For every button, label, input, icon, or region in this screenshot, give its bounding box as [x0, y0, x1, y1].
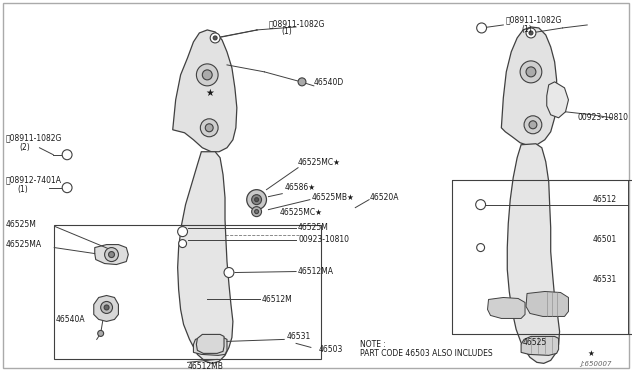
Text: Ⓝ08911-1082G: Ⓝ08911-1082G — [6, 133, 62, 142]
Text: 46501: 46501 — [592, 235, 616, 244]
Text: 46531: 46531 — [592, 275, 616, 284]
Text: 46520A: 46520A — [370, 193, 399, 202]
Text: 46512MB: 46512MB — [188, 362, 223, 371]
Circle shape — [477, 23, 486, 33]
Circle shape — [98, 330, 104, 336]
Text: 46540D: 46540D — [314, 78, 344, 87]
Polygon shape — [508, 144, 559, 363]
Text: (1): (1) — [281, 28, 292, 36]
Circle shape — [529, 121, 537, 129]
Text: ★: ★ — [206, 88, 214, 98]
Text: 46525MC★: 46525MC★ — [298, 158, 341, 167]
Circle shape — [200, 119, 218, 137]
Circle shape — [202, 70, 212, 80]
Polygon shape — [501, 27, 557, 146]
Text: 46525M: 46525M — [298, 223, 329, 232]
Circle shape — [247, 190, 266, 210]
Text: J:650007: J:650007 — [580, 361, 612, 368]
Circle shape — [529, 31, 533, 35]
Circle shape — [526, 28, 536, 38]
Polygon shape — [488, 298, 525, 318]
Circle shape — [476, 200, 486, 210]
Text: 00923-10810: 00923-10810 — [298, 235, 349, 244]
Text: 46525MA: 46525MA — [6, 240, 42, 249]
Text: (2): (2) — [20, 143, 31, 152]
Polygon shape — [193, 337, 227, 355]
Text: Ⓝ08912-7401A: Ⓝ08912-7401A — [6, 175, 62, 184]
Circle shape — [62, 183, 72, 193]
Circle shape — [213, 36, 217, 40]
Circle shape — [224, 267, 234, 278]
Circle shape — [477, 244, 484, 251]
Text: NOTE :: NOTE : — [360, 340, 386, 349]
Text: 46525MC★: 46525MC★ — [279, 208, 323, 217]
Polygon shape — [526, 292, 568, 317]
Text: 46525MB★: 46525MB★ — [312, 193, 355, 202]
Circle shape — [524, 116, 542, 134]
Polygon shape — [547, 82, 568, 118]
Text: 46525: 46525 — [523, 338, 547, 347]
Text: 46512M: 46512M — [262, 295, 292, 304]
Text: 46586★: 46586★ — [284, 183, 316, 192]
Circle shape — [255, 210, 259, 214]
Circle shape — [196, 64, 218, 86]
Circle shape — [298, 78, 306, 86]
Text: 46503: 46503 — [319, 345, 343, 354]
Polygon shape — [196, 334, 224, 353]
Circle shape — [109, 251, 115, 257]
Circle shape — [62, 150, 72, 160]
Polygon shape — [173, 30, 237, 152]
Bar — [54, 225, 321, 359]
Text: PART CODE 46503 ALSO INCLUDES: PART CODE 46503 ALSO INCLUDES — [360, 349, 493, 358]
Circle shape — [520, 61, 542, 83]
Text: 46540A: 46540A — [55, 315, 85, 324]
Bar — [452, 180, 640, 334]
Text: Ⓝ08911-1082G: Ⓝ08911-1082G — [268, 19, 325, 29]
Text: ★: ★ — [588, 349, 594, 358]
Circle shape — [252, 195, 262, 205]
Circle shape — [179, 240, 186, 248]
Text: Ⓝ08911-1082G: Ⓝ08911-1082G — [506, 16, 562, 25]
Polygon shape — [95, 244, 128, 264]
Text: 46531: 46531 — [286, 332, 310, 341]
Circle shape — [252, 206, 262, 217]
Text: 46525M: 46525M — [6, 220, 36, 229]
Text: (1): (1) — [18, 185, 29, 194]
Text: 00923-10810: 00923-10810 — [577, 113, 628, 122]
Text: 46512MA: 46512MA — [298, 267, 334, 276]
Polygon shape — [521, 336, 559, 355]
Circle shape — [100, 301, 113, 314]
Polygon shape — [93, 295, 118, 321]
Circle shape — [104, 248, 118, 262]
Text: 46512: 46512 — [592, 195, 616, 204]
Circle shape — [178, 227, 188, 237]
Circle shape — [205, 124, 213, 132]
Circle shape — [526, 67, 536, 77]
Circle shape — [210, 33, 220, 43]
Circle shape — [104, 305, 109, 310]
Circle shape — [255, 198, 259, 202]
Polygon shape — [178, 152, 233, 363]
Text: (1): (1) — [521, 25, 532, 35]
